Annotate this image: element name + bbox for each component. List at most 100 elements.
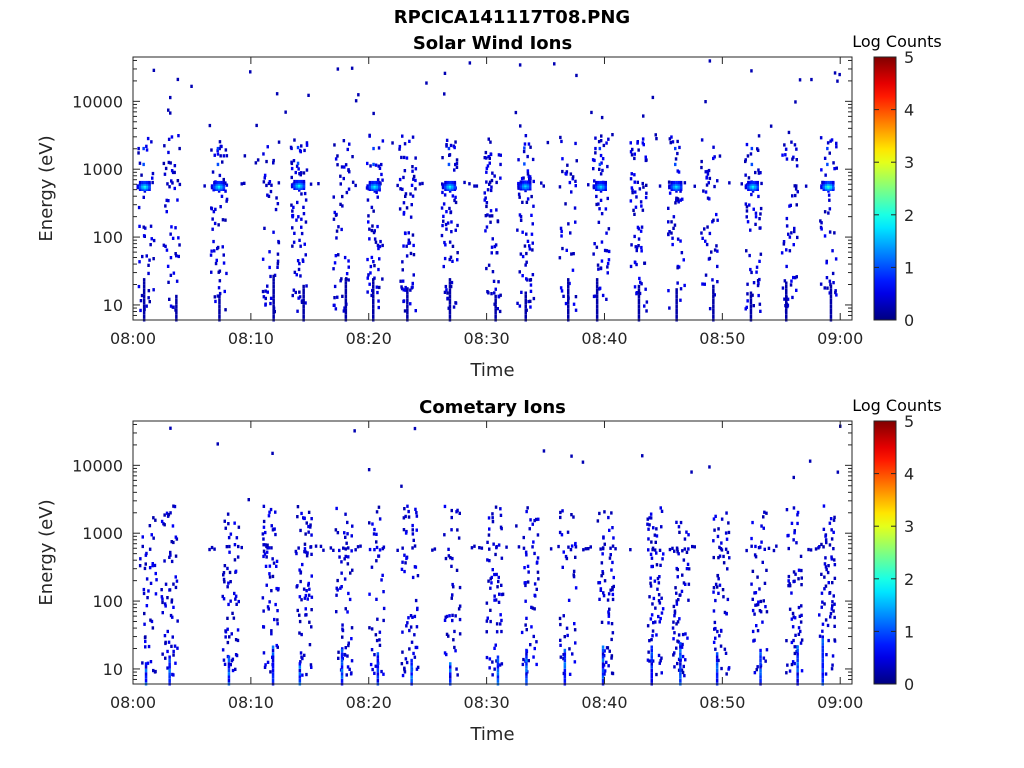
count-pixel <box>340 165 344 169</box>
count-pixel <box>224 308 227 312</box>
count-pixel <box>154 571 157 576</box>
count-pixel <box>336 154 339 158</box>
count-pixel <box>598 167 601 171</box>
count-pixel <box>149 581 153 585</box>
count-pixel <box>298 668 302 673</box>
x-tick-label: 08:40 <box>581 329 627 348</box>
count-pixel <box>376 652 380 656</box>
count-pixel <box>168 588 172 592</box>
count-pixel <box>825 540 828 545</box>
count-pixel <box>831 604 834 608</box>
count-pixel <box>563 672 567 676</box>
count-pixel <box>493 291 496 295</box>
count-pixel <box>218 146 221 151</box>
count-pixel <box>171 615 174 619</box>
count-pixel <box>453 186 457 190</box>
count-pixel <box>751 186 755 190</box>
count-pixel <box>234 653 238 657</box>
count-pixel <box>224 629 227 633</box>
count-pixel <box>372 278 375 282</box>
count-pixel <box>672 604 676 609</box>
count-pixel <box>658 661 661 665</box>
count-pixel <box>410 672 413 676</box>
count-pixel <box>496 220 500 224</box>
count-pixel <box>603 669 607 673</box>
count-pixel <box>797 605 801 610</box>
count-pixel <box>675 591 678 595</box>
count-pixel <box>309 545 312 549</box>
count-pixel <box>267 514 271 518</box>
count-pixel <box>494 287 497 291</box>
count-pixel <box>292 205 295 209</box>
count-pixel <box>609 588 612 592</box>
count-pixel <box>606 164 609 169</box>
count-pixel <box>217 187 221 191</box>
count-pixel <box>494 298 497 302</box>
count-pixel <box>272 304 275 309</box>
count-pixel <box>711 278 714 282</box>
count-pixel <box>746 299 749 303</box>
count-pixel <box>723 647 727 651</box>
count-pixel <box>272 281 275 285</box>
count-pixel <box>298 188 301 192</box>
count-pixel <box>375 545 379 550</box>
count-pixel <box>340 668 344 673</box>
count-pixel <box>411 169 414 173</box>
count-pixel <box>177 254 180 259</box>
count-pixel <box>675 646 678 650</box>
count-pixel <box>448 284 452 289</box>
count-pixel <box>378 180 381 185</box>
count-pixel <box>524 187 527 191</box>
count-pixel <box>792 275 795 280</box>
count-pixel <box>600 259 604 263</box>
count-pixel <box>216 246 219 251</box>
count-pixel <box>524 314 527 319</box>
count-pixel <box>600 574 603 578</box>
count-pixel <box>300 144 303 148</box>
count-pixel <box>676 567 679 572</box>
count-pixel <box>722 561 726 565</box>
count-pixel <box>484 196 487 200</box>
count-pixel <box>344 294 348 299</box>
count-pixel <box>382 672 385 676</box>
count-pixel <box>728 556 731 560</box>
count-pixel <box>347 555 350 559</box>
count-pixel <box>340 277 343 281</box>
count-pixel <box>411 523 414 528</box>
count-pixel <box>297 167 300 171</box>
count-pixel <box>226 585 229 589</box>
count-pixel <box>763 581 767 585</box>
count-pixel <box>307 593 311 597</box>
count-pixel <box>827 186 830 190</box>
count-pixel <box>529 183 532 188</box>
count-pixel <box>524 599 527 603</box>
count-pixel <box>831 600 834 604</box>
count-pixel <box>378 182 381 186</box>
count-pixel <box>780 251 784 255</box>
count-pixel <box>821 600 824 604</box>
count-pixel <box>563 635 566 639</box>
count-pixel <box>670 135 673 139</box>
count-pixel <box>160 595 164 599</box>
count-pixel <box>567 278 570 282</box>
count-pixel <box>174 575 177 579</box>
count-pixel <box>519 218 523 222</box>
panel-1: 08:00 08:10 08:20 08:30 08:40 08:50 09:0010100… <box>36 32 942 381</box>
count-pixel <box>336 67 340 71</box>
count-pixel <box>154 518 157 522</box>
count-pixel <box>371 180 374 185</box>
count-pixel <box>523 566 526 570</box>
count-pixel <box>441 190 444 195</box>
count-pixel <box>519 124 522 128</box>
count-pixel <box>290 183 294 187</box>
page-title: RPCICA141117T08.PNG <box>393 7 631 28</box>
count-pixel <box>680 645 684 649</box>
count-pixel <box>298 172 301 176</box>
count-pixel <box>454 614 457 618</box>
count-pixel <box>209 253 213 257</box>
count-pixel <box>527 142 531 146</box>
count-pixel <box>225 197 229 201</box>
count-pixel <box>294 170 297 175</box>
count-pixel <box>787 546 790 551</box>
count-pixel <box>450 515 453 520</box>
